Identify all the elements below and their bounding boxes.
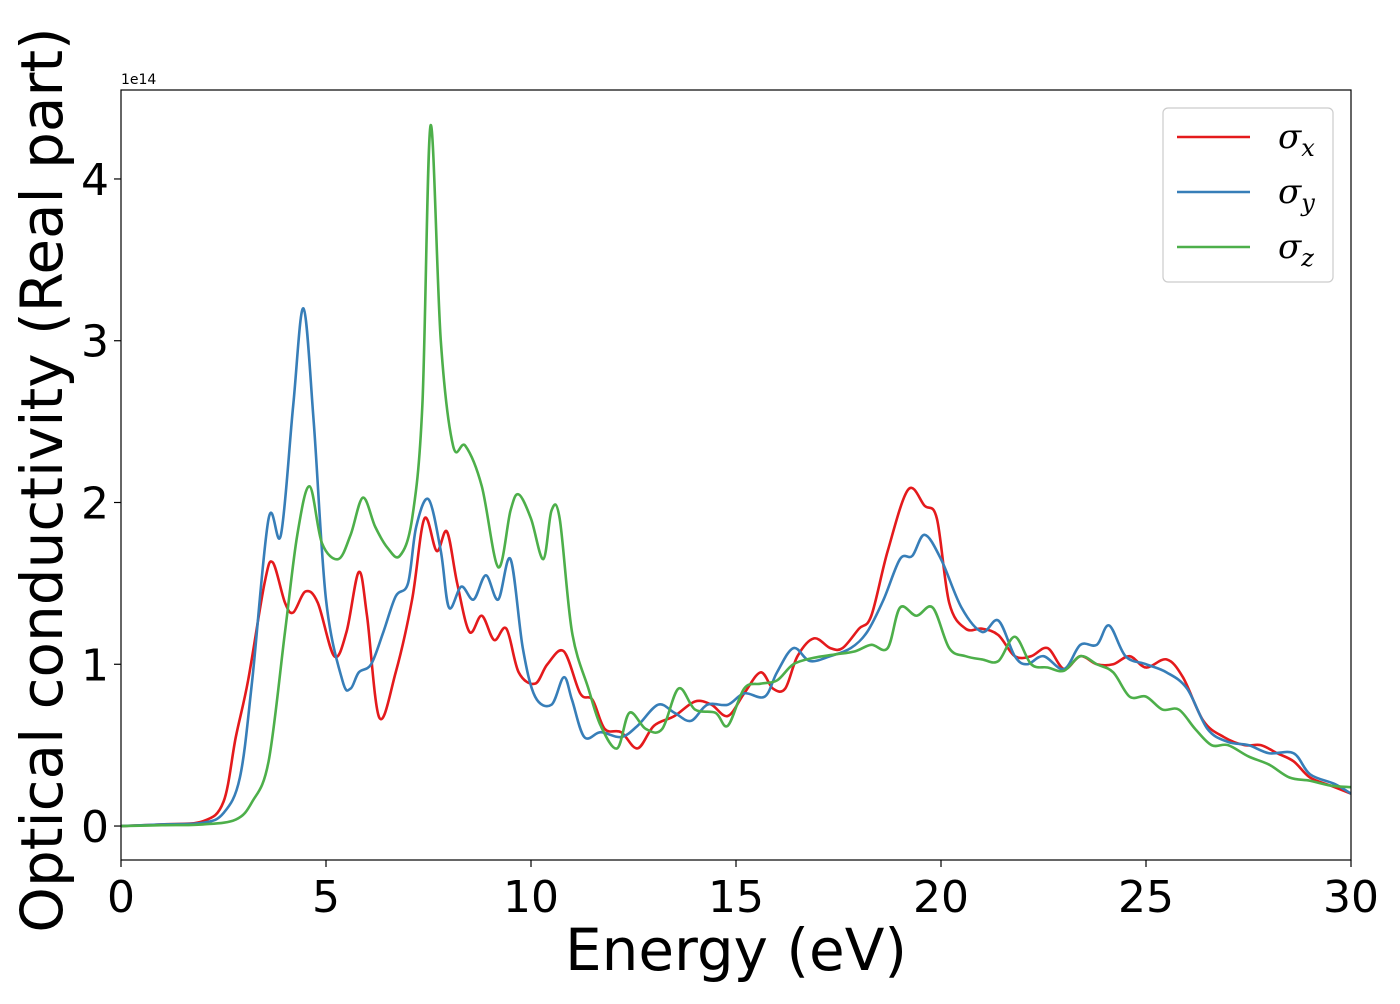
legend-items: σx σy σz [1177,117,1315,272]
y-tick-label: 1 [81,640,109,691]
y-tick-label: 4 [81,155,109,206]
series-line-y [121,307,1351,828]
x-tick-label: 25 [1118,872,1174,923]
y-tick-label: 0 [81,802,109,853]
x-tick-label: 20 [913,872,969,923]
y-offset-label: 1e14 [121,72,156,88]
legend-label: σz [1278,227,1314,272]
x-tick-label: 5 [312,872,340,923]
x-tick-label: 10 [503,872,559,923]
ticks-layer: 0 5 10 15 20 25 30 0 1 2 3 4 [81,155,1379,923]
legend-item-x: σx [1177,117,1315,162]
y-axis-title: Optical conductivity (Real part) [8,27,76,932]
y-tick-label: 2 [81,479,109,530]
legend-box [1162,107,1334,283]
series-line-x [121,486,1351,828]
legend-label: σx [1278,117,1315,162]
legend-label: σy [1278,172,1315,217]
legend-item-z: σz [1177,227,1314,272]
x-tick-label: 0 [107,872,135,923]
x-tick-label: 30 [1323,872,1379,923]
series-layer [121,124,1351,828]
legend-item-y: σy [1177,172,1315,217]
legend: σx σy σz [1162,107,1334,283]
y-tick-label: 3 [81,317,109,368]
x-axis-title: Energy (eV) [565,916,907,984]
x-tick-label: 15 [708,872,764,923]
series-line-z [121,124,1351,828]
